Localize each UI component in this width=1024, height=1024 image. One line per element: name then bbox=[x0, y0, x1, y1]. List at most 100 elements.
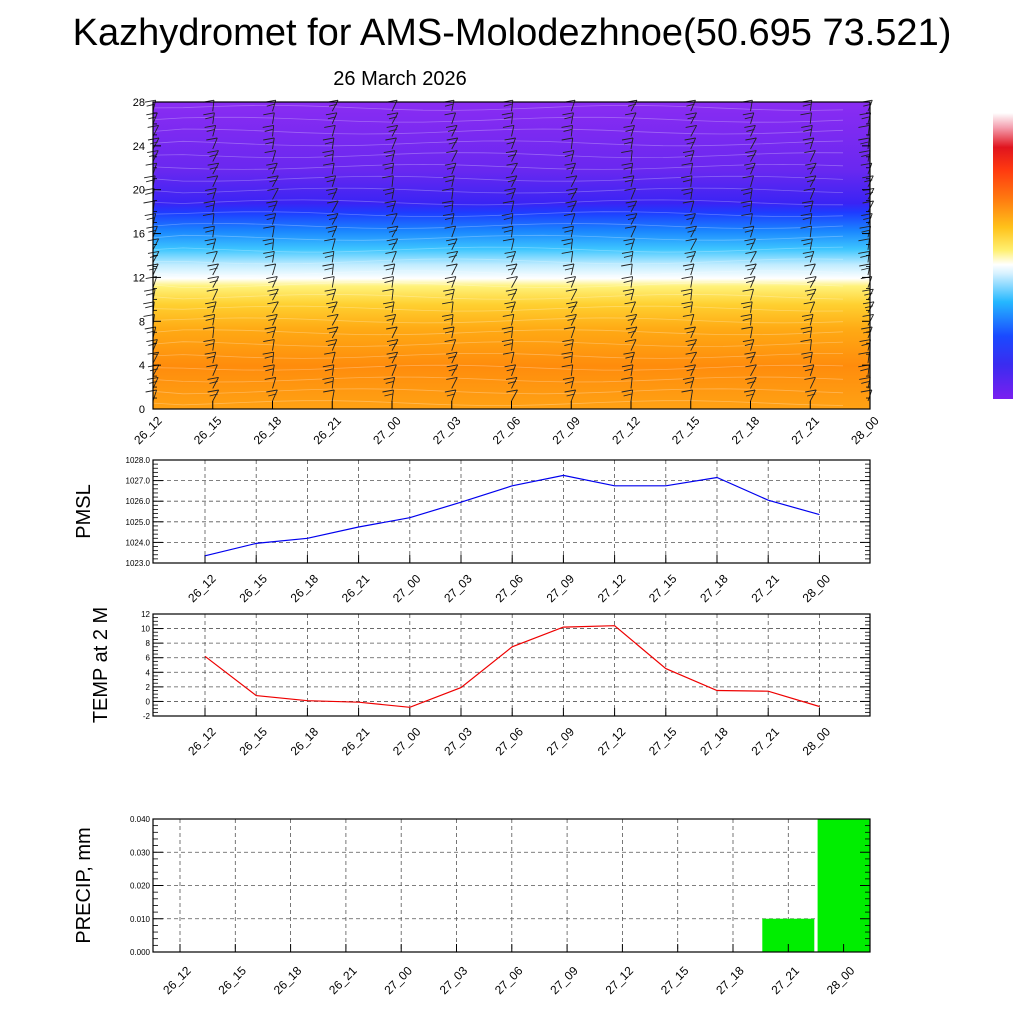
barb-flag bbox=[328, 103, 338, 107]
wind-barb bbox=[443, 175, 455, 187]
barb-flag bbox=[264, 128, 273, 132]
barb-staff bbox=[750, 238, 756, 250]
barb-staff bbox=[690, 213, 696, 225]
barb-flag bbox=[561, 364, 573, 368]
barb-flag bbox=[744, 238, 756, 242]
barb-staff bbox=[690, 364, 696, 376]
y-tick-label: 4 bbox=[146, 668, 151, 677]
barb-staff bbox=[809, 213, 813, 225]
barb-staff bbox=[212, 150, 219, 162]
wind-barb bbox=[744, 162, 756, 175]
barb-staff bbox=[212, 188, 217, 200]
barb-flag bbox=[324, 254, 333, 258]
wind-barb bbox=[386, 326, 398, 339]
wind-barb bbox=[862, 301, 875, 314]
wind-barb bbox=[624, 339, 637, 351]
barb-flag bbox=[382, 187, 395, 191]
barb-staff bbox=[451, 339, 457, 351]
barb-flag bbox=[441, 313, 454, 317]
barb-flag bbox=[803, 187, 815, 191]
barb-staff bbox=[690, 326, 696, 339]
barb-staff bbox=[511, 377, 518, 389]
wind-barb bbox=[264, 263, 277, 276]
barb-staff bbox=[630, 226, 637, 238]
barb-staff bbox=[809, 263, 816, 276]
barb-flag bbox=[382, 162, 394, 166]
barb-staff bbox=[152, 226, 158, 238]
wind-barb bbox=[504, 301, 516, 313]
wind-barb bbox=[383, 301, 395, 313]
wind-barb bbox=[681, 389, 693, 402]
wind-barb bbox=[327, 313, 339, 326]
barb-flag bbox=[623, 368, 633, 372]
barb-staff bbox=[809, 188, 816, 200]
barb-staff bbox=[511, 137, 516, 150]
barb-flag bbox=[684, 364, 696, 368]
wind-barb bbox=[801, 238, 813, 250]
wind-barb bbox=[682, 150, 695, 162]
barb-staff bbox=[391, 251, 397, 263]
barb-flag bbox=[384, 166, 393, 170]
barb-flag bbox=[742, 112, 754, 116]
wind-barb bbox=[682, 200, 695, 213]
barb-staff bbox=[570, 188, 578, 200]
barb-flag bbox=[446, 351, 458, 355]
x-tick-label: 26_12 bbox=[185, 724, 219, 758]
barb-flag bbox=[263, 339, 275, 343]
barb-staff bbox=[809, 125, 813, 137]
barb-flag bbox=[445, 179, 454, 183]
barb-flag bbox=[326, 301, 338, 305]
x-tick-label: 26_15 bbox=[191, 413, 225, 447]
wind-barb bbox=[561, 137, 574, 150]
barb-flag bbox=[563, 355, 572, 359]
barb-flag bbox=[386, 204, 395, 208]
wind-barb bbox=[742, 339, 755, 351]
barb-flag bbox=[745, 250, 757, 254]
wind-barb bbox=[444, 225, 457, 238]
barb-flag bbox=[803, 242, 812, 246]
barb-flag bbox=[806, 292, 816, 296]
barb-flag bbox=[382, 288, 394, 292]
wind-barb bbox=[800, 225, 812, 238]
barb-staff bbox=[630, 263, 633, 276]
barb-flag bbox=[802, 137, 814, 141]
wind-barb bbox=[145, 162, 158, 175]
barb-flag bbox=[506, 254, 515, 258]
wind-barb bbox=[323, 162, 335, 175]
x-tick-label: 27_21 bbox=[748, 724, 782, 758]
barb-flag bbox=[506, 368, 515, 372]
barb-flag bbox=[323, 276, 335, 280]
barb-flag bbox=[800, 326, 812, 330]
barb-flag bbox=[262, 351, 274, 355]
y-tick-label: 2 bbox=[146, 683, 151, 692]
barb-flag bbox=[802, 364, 814, 368]
barb-flag bbox=[804, 368, 813, 372]
wind-barb bbox=[623, 238, 635, 250]
barb-flag bbox=[683, 305, 692, 309]
barb-flag bbox=[859, 339, 871, 343]
barb-staff bbox=[272, 125, 275, 137]
wind-barb bbox=[681, 187, 693, 200]
barb-staff bbox=[391, 301, 395, 313]
barb-flag bbox=[326, 179, 335, 183]
barb-flag bbox=[623, 166, 632, 170]
wind-barb bbox=[322, 364, 335, 376]
barb-flag bbox=[681, 276, 693, 280]
barb-staff bbox=[511, 314, 515, 326]
barb-staff bbox=[451, 314, 454, 326]
barb-staff bbox=[750, 125, 756, 137]
barb-flag bbox=[864, 191, 874, 195]
y-tick-label: 8 bbox=[139, 316, 145, 328]
barb-staff bbox=[570, 288, 578, 301]
barb-flag bbox=[627, 217, 637, 221]
barb-staff bbox=[690, 125, 698, 137]
barb-flag bbox=[205, 229, 214, 233]
wind-barb bbox=[325, 225, 338, 238]
barb-staff bbox=[331, 389, 335, 402]
barb-flag bbox=[561, 124, 573, 128]
barb-flag bbox=[501, 225, 513, 229]
wind-barb bbox=[504, 187, 516, 200]
wind-barb bbox=[266, 389, 278, 402]
wind-barb bbox=[800, 339, 812, 351]
wind-barb bbox=[202, 326, 215, 339]
